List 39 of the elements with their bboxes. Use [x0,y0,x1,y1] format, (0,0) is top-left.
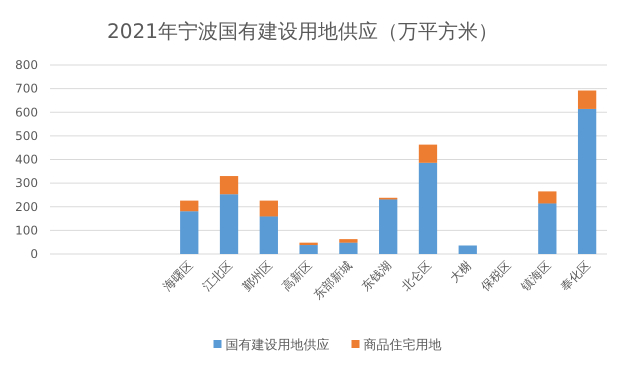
bar [260,200,278,216]
bar [538,191,556,204]
bar [458,245,477,254]
x-tick-label: 北仑区 [398,258,434,294]
y-tick-label: 400 [15,152,38,166]
bar [578,108,596,254]
bar [339,242,358,254]
bar [299,245,318,254]
bar [538,203,556,254]
bar [260,216,278,254]
y-tick-label: 200 [15,200,38,214]
y-tick-label: 0 [30,247,38,261]
x-tick-label: 海曙区 [160,258,196,294]
bar [299,242,318,246]
bar [418,162,438,254]
legend-label: 商品住宅用地 [364,337,442,353]
chart-title: 2021年宁波国有建设用地供应（万平方米） [107,19,498,43]
y-tick-label: 500 [15,128,38,143]
bar [220,176,238,194]
y-tick-label: 700 [15,82,38,96]
x-tick-label: 鄞州区 [240,258,275,294]
legend-label: 国有建设用地供应 [226,337,330,353]
y-tick-label: 600 [15,105,38,120]
bar [578,90,596,109]
bar [379,199,398,254]
bar [418,144,438,163]
x-tick-label: 东钱湖 [358,258,394,294]
bar [220,194,238,254]
x-tick-label: 大榭 [447,258,474,286]
y-tick-label: 100 [15,223,38,238]
bar [180,200,198,212]
x-tick-label: 镇海区 [517,258,554,294]
bar [339,239,358,243]
x-tick-label: 江北区 [200,258,236,294]
x-tick-label: 保税区 [478,258,514,294]
x-tick-label: 奉化区 [558,258,594,294]
bar [180,211,198,254]
y-tick-label: 800 [15,58,38,72]
y-tick-label: 300 [15,176,38,190]
